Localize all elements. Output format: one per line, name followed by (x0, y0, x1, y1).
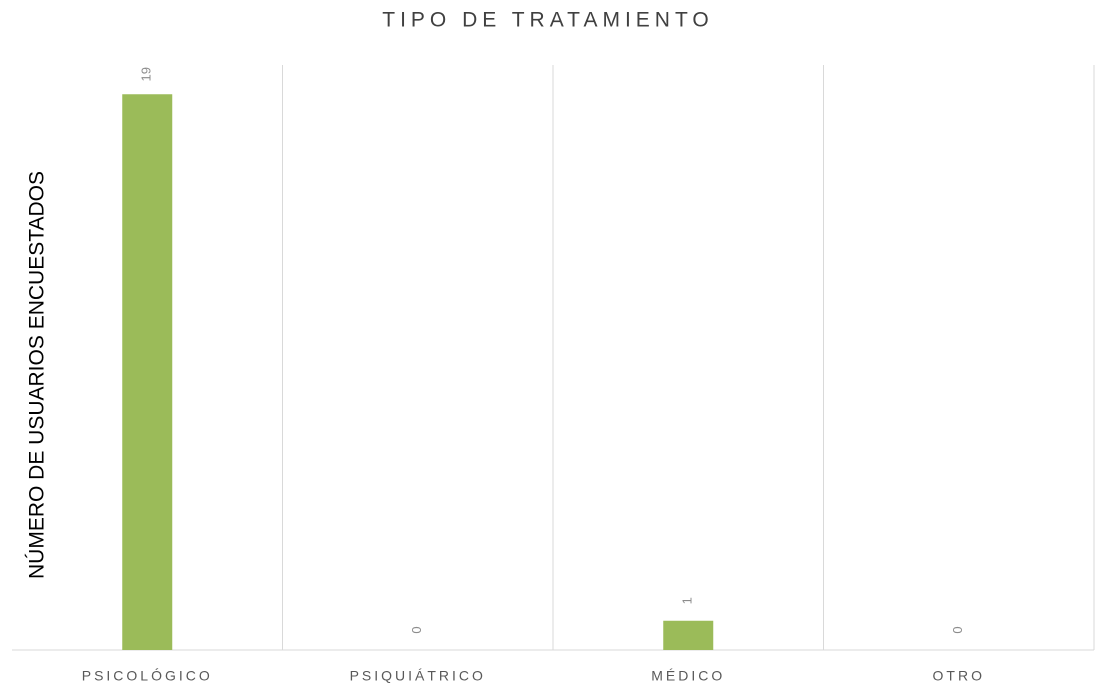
x-tick-label: PSIQUIÁTRICO (350, 668, 486, 684)
bar (663, 620, 714, 650)
x-tick-label: PSICOLÓGICO (82, 668, 213, 684)
x-tick-label: OTRO (933, 668, 985, 684)
bar (122, 94, 173, 650)
y-axis-label: NÚMERO DE USUARIOS ENCUESTADOS (26, 171, 49, 579)
chart-title: TIPO DE TRATAMIENTO (382, 9, 713, 32)
data-label: 0 (409, 626, 424, 633)
data-label: 19 (139, 67, 154, 81)
x-tick-label: MÉDICO (651, 668, 725, 684)
data-label: 1 (680, 597, 695, 604)
data-label: 0 (950, 626, 965, 633)
